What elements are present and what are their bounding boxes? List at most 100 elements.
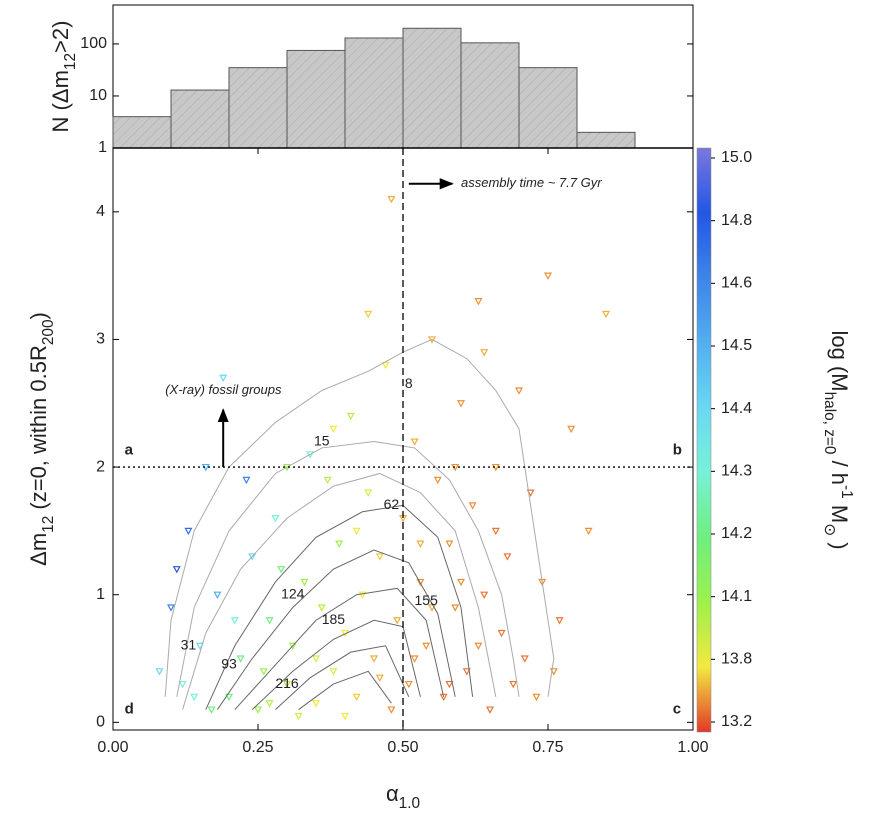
scatter-point — [462, 668, 471, 676]
scatter-point — [253, 706, 263, 714]
scatter-point — [172, 566, 181, 574]
label-part: 1.0 — [399, 795, 420, 812]
scatter-point — [155, 668, 164, 676]
scatter-point — [317, 604, 326, 612]
scatter-point — [323, 476, 332, 485]
scatter-point — [288, 642, 297, 651]
scatter-point — [468, 502, 477, 510]
contour-label: 31 — [181, 636, 197, 652]
scatter-point — [364, 310, 373, 319]
scatter-point — [207, 706, 216, 714]
contour-label: 216 — [275, 675, 299, 691]
y-tick-label: 1 — [98, 139, 107, 156]
scatter-point — [584, 527, 593, 536]
label-part: 12 — [62, 53, 79, 70]
hist-bar — [344, 37, 404, 149]
y-tick-label: 4 — [96, 203, 105, 220]
scatter-point — [248, 553, 257, 561]
scatter-point — [433, 476, 442, 485]
scatter-point — [375, 674, 384, 682]
scatter-point — [311, 700, 321, 708]
x-tick-label: 1.00 — [677, 739, 708, 756]
contour-label: 15 — [314, 432, 330, 448]
x-tick-label: 0.00 — [97, 739, 128, 756]
label-part: Δm — [26, 533, 51, 566]
annotation: b — [673, 441, 682, 458]
scatter-point — [335, 540, 344, 548]
scatter-point — [178, 680, 187, 689]
scatter-point — [219, 374, 228, 382]
annotation: d — [125, 701, 134, 718]
scatter-point — [294, 712, 303, 721]
y-tick-label: 10 — [89, 87, 107, 104]
hist-bar — [576, 131, 636, 149]
x-axis-label: α1.0 — [386, 781, 420, 812]
contour — [234, 587, 445, 710]
colorbar-tick-label: 15.0 — [721, 149, 752, 166]
scatter-point — [282, 680, 292, 689]
scatter-point — [352, 693, 361, 702]
scatter-point — [422, 642, 431, 651]
scatter-point — [329, 425, 338, 434]
y-tick-label: 3 — [96, 331, 105, 348]
scatter-point — [393, 617, 402, 625]
scatter-point — [503, 553, 512, 561]
scatter-point — [381, 361, 390, 370]
scatter-point — [514, 387, 524, 395]
y-tick-label: 1 — [96, 586, 105, 603]
scatter-point — [277, 566, 286, 574]
label-part: ⊙ — [821, 523, 838, 536]
scatter-point — [416, 578, 425, 587]
label-part: 12 — [40, 516, 57, 533]
scatter-point — [271, 515, 280, 523]
hist-bar — [286, 49, 346, 149]
label-part: ) — [827, 536, 852, 549]
contour-label: 155 — [415, 592, 439, 608]
scatter-point — [451, 604, 460, 612]
colorbar-tick-label: 13.8 — [721, 651, 752, 668]
colorbar-tick-label: 14.6 — [721, 275, 752, 292]
scatter-point — [166, 604, 176, 612]
scatter-point — [340, 712, 350, 721]
colorbar-tick-label: 14.2 — [721, 525, 752, 542]
scatter-point — [480, 349, 489, 357]
scatter-point — [456, 578, 466, 587]
scatter-point — [387, 195, 396, 204]
scatter-point — [439, 693, 448, 702]
colorbar-tick-label: 14.1 — [721, 588, 752, 605]
colorbar-tick-label: 14.4 — [721, 400, 752, 417]
scatter-point — [404, 680, 413, 689]
hist-bar — [518, 67, 578, 149]
scatter-point — [184, 527, 193, 536]
scatter-point — [410, 438, 419, 446]
contour-label: 93 — [221, 656, 237, 672]
scatter-point — [352, 527, 361, 536]
scatter-point — [491, 527, 500, 536]
hist-bar — [460, 42, 520, 149]
contour — [176, 441, 520, 697]
label-part: 200 — [40, 319, 57, 345]
label-part: >2) — [48, 21, 73, 53]
label-part: log (M — [827, 330, 852, 391]
scatter-point — [242, 476, 251, 485]
label-part: α — [386, 781, 399, 806]
scatter-point — [474, 298, 483, 306]
scatter-point — [543, 272, 553, 280]
scatter-point — [480, 591, 489, 599]
hist-bar — [402, 27, 462, 149]
label-part: M — [827, 499, 852, 523]
hist-bar — [228, 67, 288, 149]
scatter-point — [445, 540, 454, 548]
scatter-point — [230, 617, 239, 625]
scatter-point — [259, 668, 268, 676]
scatter-point — [410, 655, 419, 663]
contour — [275, 645, 410, 710]
scatter-point — [445, 680, 454, 689]
scatter-point — [369, 655, 379, 663]
contour-label: 185 — [322, 611, 346, 627]
scatter-point — [346, 412, 355, 421]
scatter-point — [375, 553, 384, 561]
colorbar — [696, 147, 712, 733]
contour — [216, 549, 456, 710]
scatter-point — [509, 680, 518, 689]
